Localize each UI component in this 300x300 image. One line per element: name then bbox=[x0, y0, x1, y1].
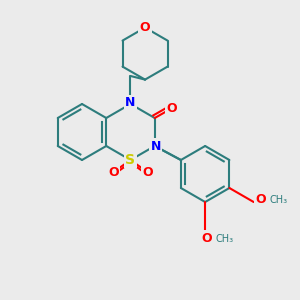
Text: O: O bbox=[167, 101, 177, 115]
Text: S: S bbox=[125, 153, 136, 167]
Text: O: O bbox=[108, 166, 119, 178]
Text: N: N bbox=[151, 140, 161, 152]
Text: O: O bbox=[255, 194, 266, 206]
Text: O: O bbox=[142, 166, 153, 178]
Text: N: N bbox=[125, 97, 136, 110]
Text: CH₃: CH₃ bbox=[270, 195, 288, 205]
Text: O: O bbox=[140, 21, 150, 34]
Text: CH₃: CH₃ bbox=[215, 234, 233, 244]
Text: O: O bbox=[202, 232, 212, 244]
